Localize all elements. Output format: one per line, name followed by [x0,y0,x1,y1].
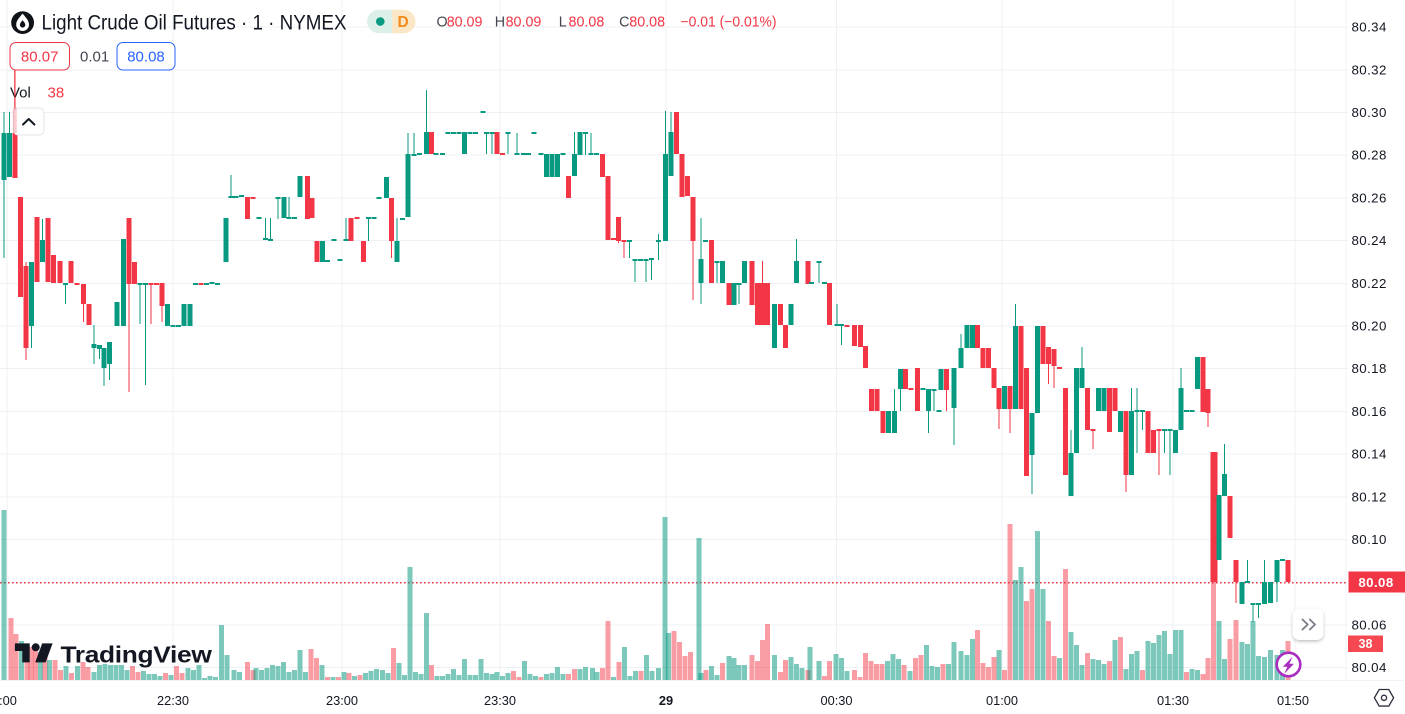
svg-text:80.08: 80.08 [629,15,665,31]
svg-text:80.20: 80.20 [1352,319,1387,334]
svg-text:01:50: 01:50 [1277,693,1309,708]
svg-text:80.22: 80.22 [1352,276,1387,291]
svg-text::00: :00 [0,693,17,708]
svg-text:L: L [559,15,567,31]
svg-text:80.07: 80.07 [21,49,59,66]
svg-text:0.01: 0.01 [80,49,109,66]
svg-text:23:30: 23:30 [484,693,516,708]
svg-text:80.24: 80.24 [1352,233,1387,248]
svg-text:23:00: 23:00 [326,693,358,708]
svg-text:H: H [495,15,505,31]
svg-text:80.09: 80.09 [506,15,542,31]
svg-text:29: 29 [659,693,673,708]
svg-text:80.08: 80.08 [1358,575,1393,590]
svg-text:−0.01 (−0.01%): −0.01 (−0.01%) [681,15,777,31]
svg-text:80.06: 80.06 [1352,617,1387,632]
svg-text:Vol: Vol [10,85,31,102]
svg-text:80.09: 80.09 [447,15,483,31]
svg-text:80.10: 80.10 [1352,532,1387,547]
svg-text:00:30: 00:30 [820,693,852,708]
svg-text:C: C [619,15,629,31]
svg-text:O: O [437,15,448,31]
svg-text:38: 38 [48,85,65,102]
svg-text:80.12: 80.12 [1352,489,1387,504]
svg-text:01:30: 01:30 [1157,693,1189,708]
svg-text:80.34: 80.34 [1352,20,1387,35]
svg-text:80.16: 80.16 [1352,404,1387,419]
svg-text:80.14: 80.14 [1352,447,1387,462]
svg-text:TradingView: TradingView [61,642,213,668]
svg-text:22:30: 22:30 [157,693,189,708]
svg-text:Light Crude Oil Futures · 1 ·: Light Crude Oil Futures · 1 · NYMEX [42,11,347,35]
svg-text:80.32: 80.32 [1352,62,1387,77]
svg-text:80.04: 80.04 [1352,660,1387,675]
svg-text:D: D [398,14,409,31]
svg-text:80.08: 80.08 [127,49,165,66]
svg-text:80.30: 80.30 [1352,105,1387,120]
svg-text:80.08: 80.08 [569,15,605,31]
svg-text:01:00: 01:00 [986,693,1018,708]
svg-text:38: 38 [1359,637,1373,651]
svg-text:80.28: 80.28 [1352,148,1387,163]
svg-text:80.18: 80.18 [1352,361,1387,376]
svg-text:80.26: 80.26 [1352,190,1387,205]
